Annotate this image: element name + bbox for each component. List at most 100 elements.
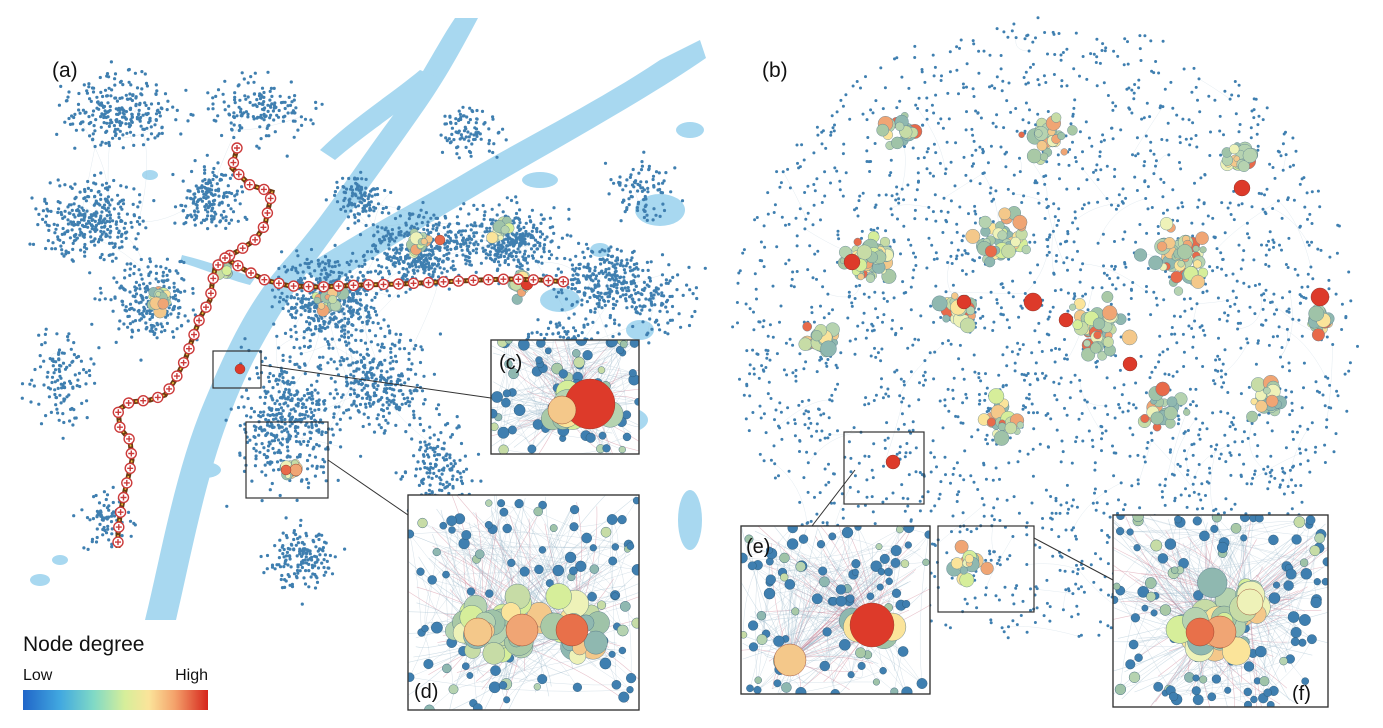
network-node (89, 213, 93, 217)
network-node (394, 403, 399, 407)
network-node (536, 240, 540, 244)
network-node (360, 320, 365, 324)
network-node (514, 254, 518, 259)
network-node (501, 210, 505, 214)
network-node (165, 278, 169, 282)
network-node (308, 436, 313, 441)
network-node (464, 467, 469, 471)
network-node (270, 305, 274, 309)
network-node (445, 480, 449, 484)
network-node (527, 242, 531, 246)
network-node (594, 277, 598, 281)
network-node (271, 446, 275, 451)
network-node (38, 354, 42, 358)
network-node (556, 267, 560, 271)
network-node (454, 117, 458, 121)
network-node (221, 92, 225, 96)
network-node (210, 209, 214, 213)
network-node (283, 417, 287, 422)
network-node (289, 294, 294, 299)
network-node (235, 192, 239, 196)
network-node (106, 201, 110, 205)
network-node (263, 401, 267, 405)
network-node (237, 105, 241, 109)
network-node (110, 514, 114, 518)
network-node (44, 201, 49, 206)
network-node (625, 178, 629, 182)
network-node (401, 392, 405, 396)
network-node (399, 332, 403, 337)
network-node (615, 262, 619, 266)
network-node (53, 392, 57, 397)
network-node (303, 308, 307, 313)
network-node (281, 358, 285, 362)
network-node (404, 430, 408, 434)
network-node (68, 211, 72, 215)
network-node (309, 328, 313, 332)
network-node (62, 385, 66, 389)
network-node (46, 370, 50, 374)
network-node (271, 417, 276, 421)
network-node (397, 389, 401, 393)
network-node (427, 488, 431, 492)
network-node (547, 249, 552, 253)
network-node (408, 389, 412, 393)
network-node (193, 209, 197, 213)
network-node (603, 161, 608, 165)
network-node (281, 531, 285, 535)
network-node (422, 374, 426, 378)
network-node (366, 319, 370, 323)
network-node (330, 427, 334, 431)
network-node (385, 253, 389, 257)
network-node (375, 258, 379, 262)
network-node (276, 408, 280, 412)
network-node (202, 185, 207, 189)
network-node (355, 292, 359, 296)
metro-station-cross (230, 159, 237, 166)
network-node (252, 446, 256, 451)
network-node (426, 261, 431, 265)
network-node (341, 328, 345, 332)
network-node (294, 266, 298, 270)
network-node (404, 255, 408, 259)
network-node (121, 133, 125, 137)
network-node (89, 188, 93, 193)
network-node (301, 547, 305, 551)
network-node (480, 109, 485, 113)
zoom-box-c (212, 350, 262, 389)
network-node (703, 266, 707, 270)
network-node (363, 366, 367, 370)
network-node (269, 86, 273, 90)
network-node (390, 387, 394, 391)
network-node (242, 77, 246, 81)
network-edge (232, 116, 302, 131)
network-node (385, 406, 389, 410)
network-node (107, 515, 111, 519)
network-node (193, 223, 197, 227)
network-node (444, 423, 448, 427)
network-node (159, 330, 164, 334)
network-node (384, 234, 389, 238)
network-node (389, 190, 393, 194)
network-node (316, 365, 320, 369)
network-node (294, 269, 298, 273)
network-node (155, 109, 159, 113)
network-node (387, 211, 391, 215)
network-edge (50, 353, 64, 364)
network-node (77, 209, 81, 213)
network-node (128, 519, 133, 523)
network-node (126, 68, 130, 72)
network-node (338, 417, 342, 421)
network-node (342, 411, 346, 415)
network-node (114, 132, 118, 136)
network-node (285, 154, 289, 158)
network-node (454, 235, 458, 239)
network-node (607, 271, 611, 275)
network-node (447, 491, 451, 496)
network-node (424, 491, 428, 495)
network-node (487, 149, 491, 153)
network-node (606, 287, 611, 291)
network-node (475, 134, 479, 138)
network-node (302, 432, 306, 436)
network-node (624, 281, 629, 285)
